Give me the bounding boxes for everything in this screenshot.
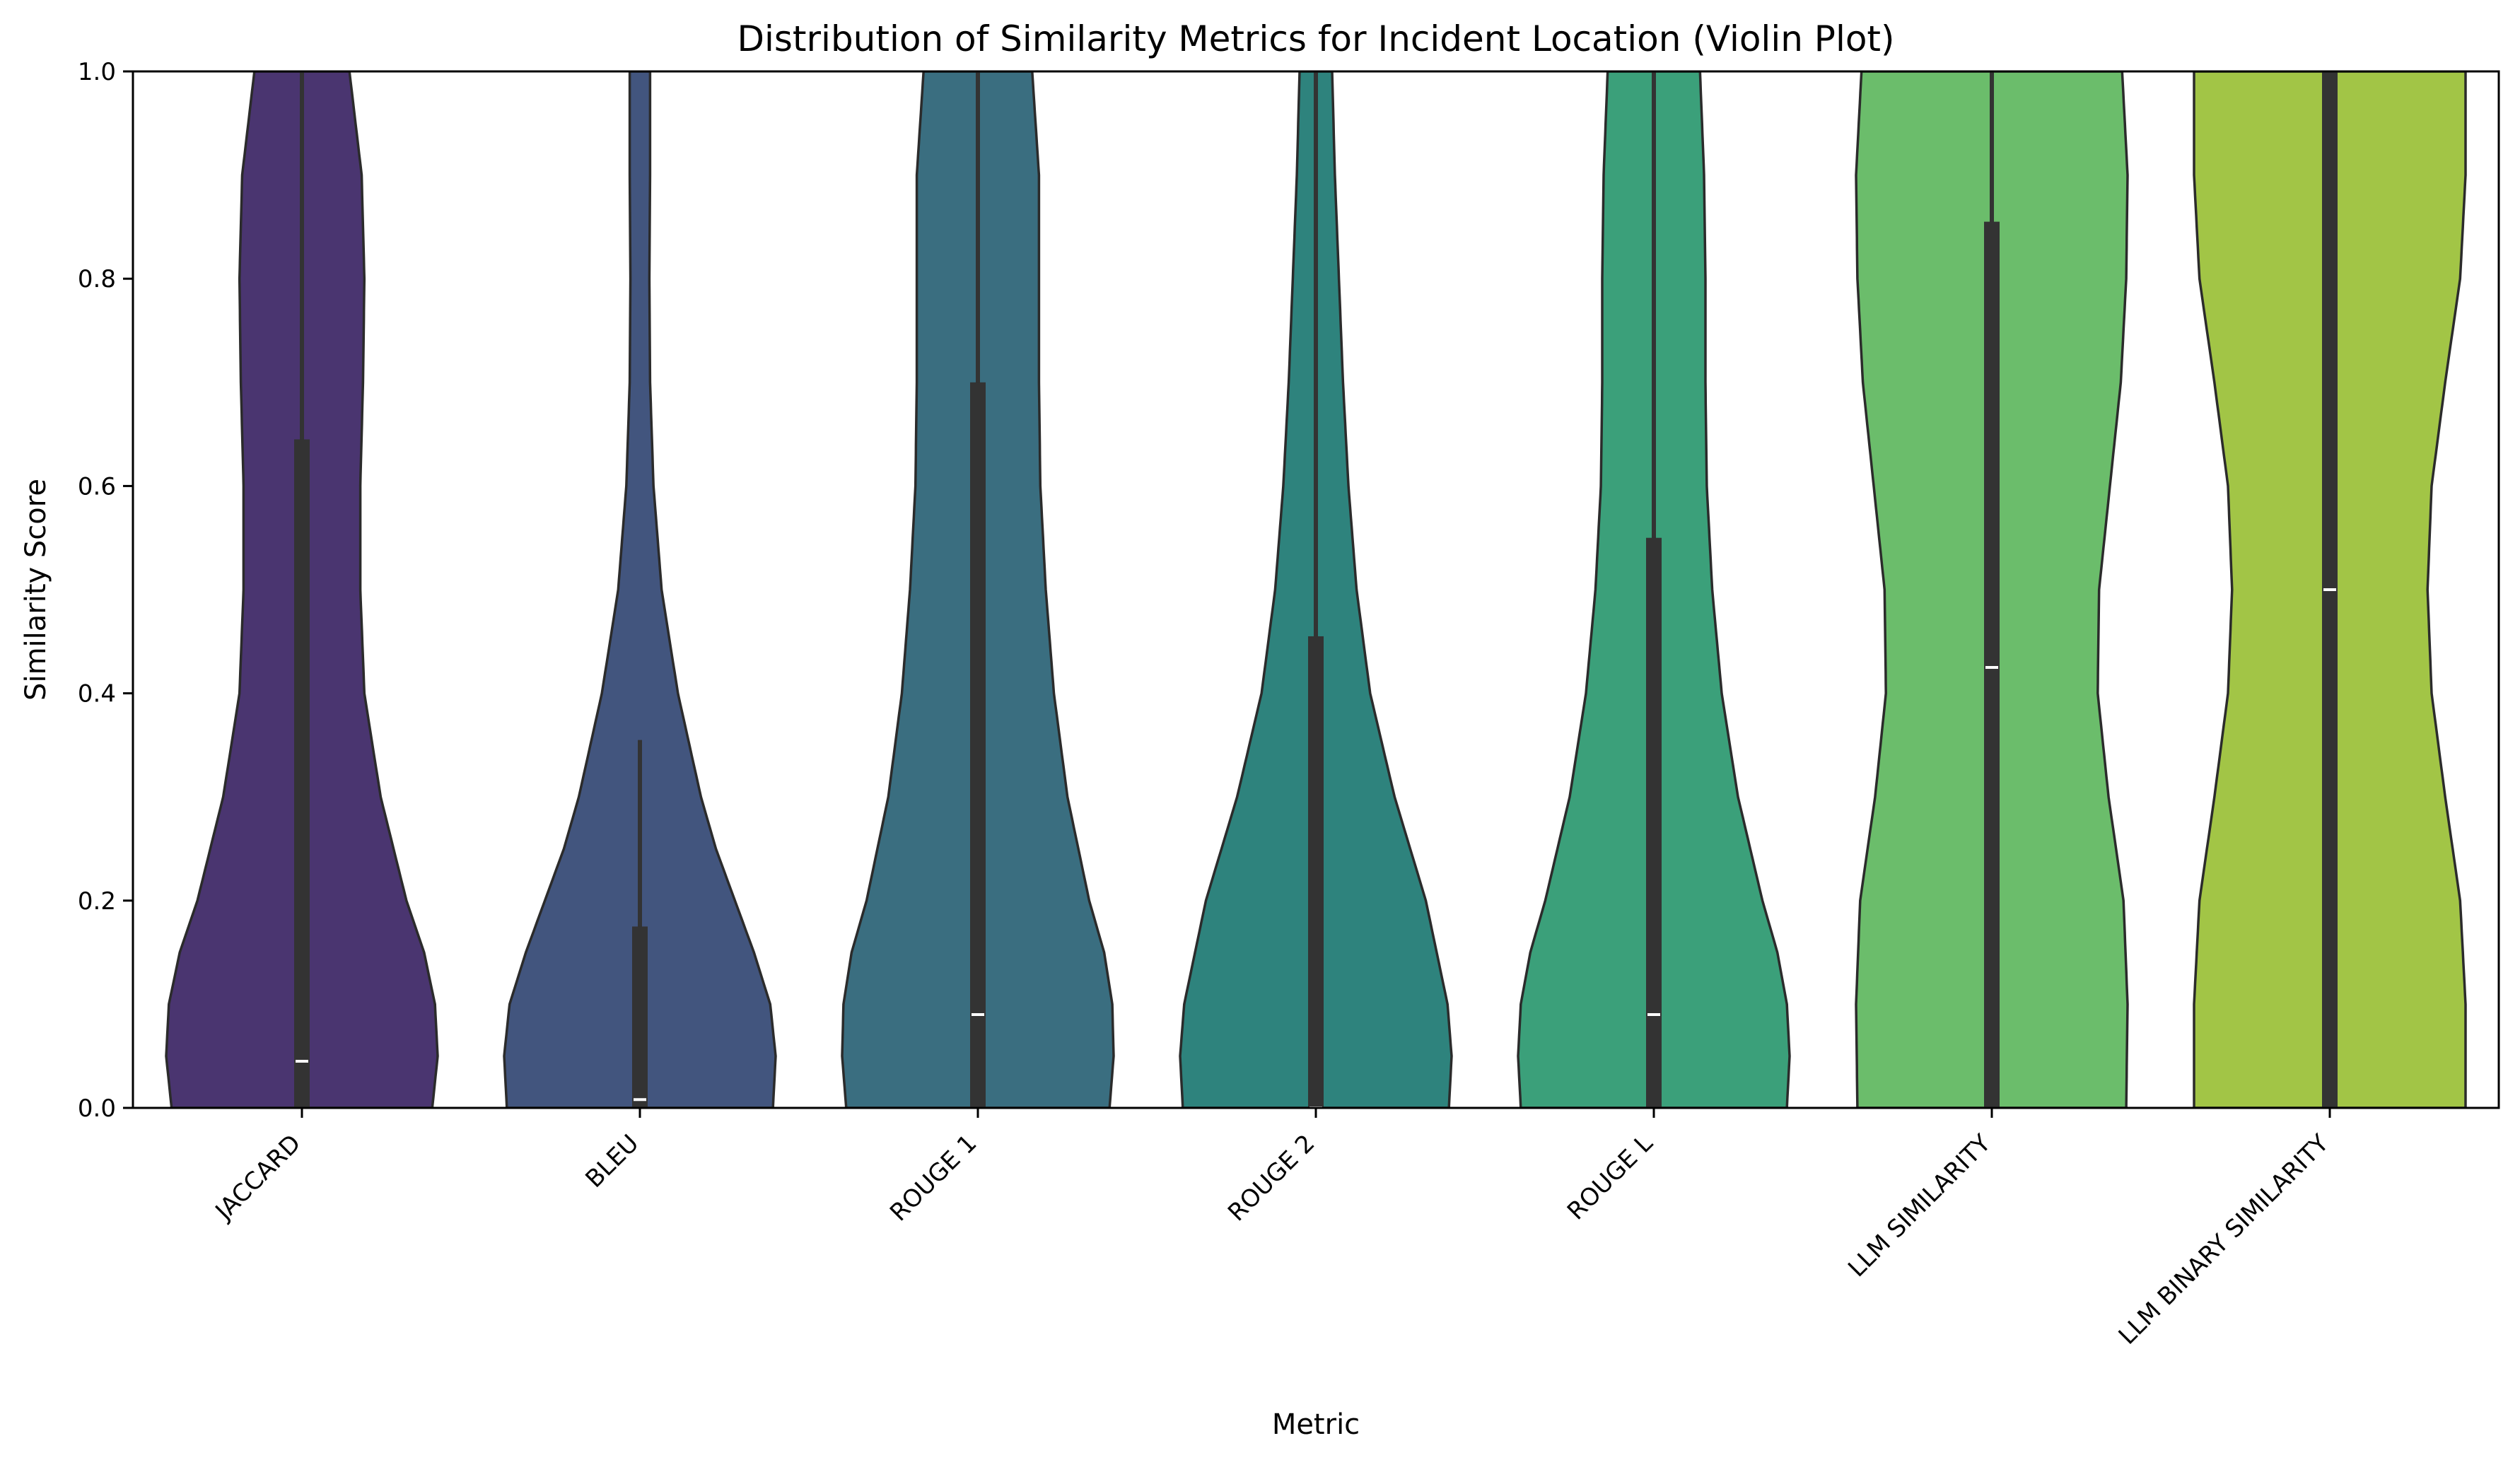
y-tick-label: 0.0 xyxy=(78,1094,116,1123)
y-tick-label: 1.0 xyxy=(78,58,116,86)
violin-llm-similarity xyxy=(1855,71,2129,1108)
x-tick-label: ROUGE 2 xyxy=(1223,1129,1320,1227)
violin-iqr-box xyxy=(294,439,310,1108)
y-tick-label: 0.2 xyxy=(78,887,116,916)
y-axis-label: Similarity Score xyxy=(20,479,52,701)
x-axis-label: Metric xyxy=(1272,1408,1360,1441)
violin-jaccard xyxy=(165,71,439,1108)
y-tick-label: 0.4 xyxy=(78,680,116,708)
violin-rouge-l xyxy=(1517,71,1791,1108)
y-tick-label: 0.8 xyxy=(78,265,116,293)
violin-rouge-2 xyxy=(1179,71,1453,1108)
violin-llm-binary-similarity xyxy=(2193,71,2467,1108)
violin-iqr-box xyxy=(632,926,648,1108)
violin-iqr-box xyxy=(1984,221,2000,1108)
x-tick-label: JACCARD xyxy=(209,1129,307,1227)
y-tick-label: 0.6 xyxy=(78,472,116,501)
x-tick-label: LLM BINARY SIMILARITY xyxy=(2113,1129,2335,1350)
x-tick-label: ROUGE 1 xyxy=(885,1129,982,1227)
x-tick-label: BLEU xyxy=(580,1129,644,1193)
violin-iqr-box xyxy=(1308,636,1324,1108)
x-axis: JACCARD BLEU ROUGE 1 ROUGE 2 ROUGE L LLM SIMI… xyxy=(209,1108,2335,1350)
violin-bleu xyxy=(503,71,777,1108)
x-tick-label: LLM SIMILARITY xyxy=(1843,1129,1996,1283)
y-axis: 0.0 0.2 0.4 0.6 0.8 1.0 xyxy=(78,58,133,1123)
violin-iqr-box xyxy=(1646,537,1662,1108)
violin-body xyxy=(503,71,777,1108)
violin-rouge-1 xyxy=(841,71,1115,1108)
violins-layer xyxy=(165,71,2467,1108)
chart-title: Distribution of Similarity Metrics for I… xyxy=(737,18,1894,59)
x-tick-label: ROUGE L xyxy=(1562,1129,1658,1225)
violin-iqr-box xyxy=(970,382,986,1108)
